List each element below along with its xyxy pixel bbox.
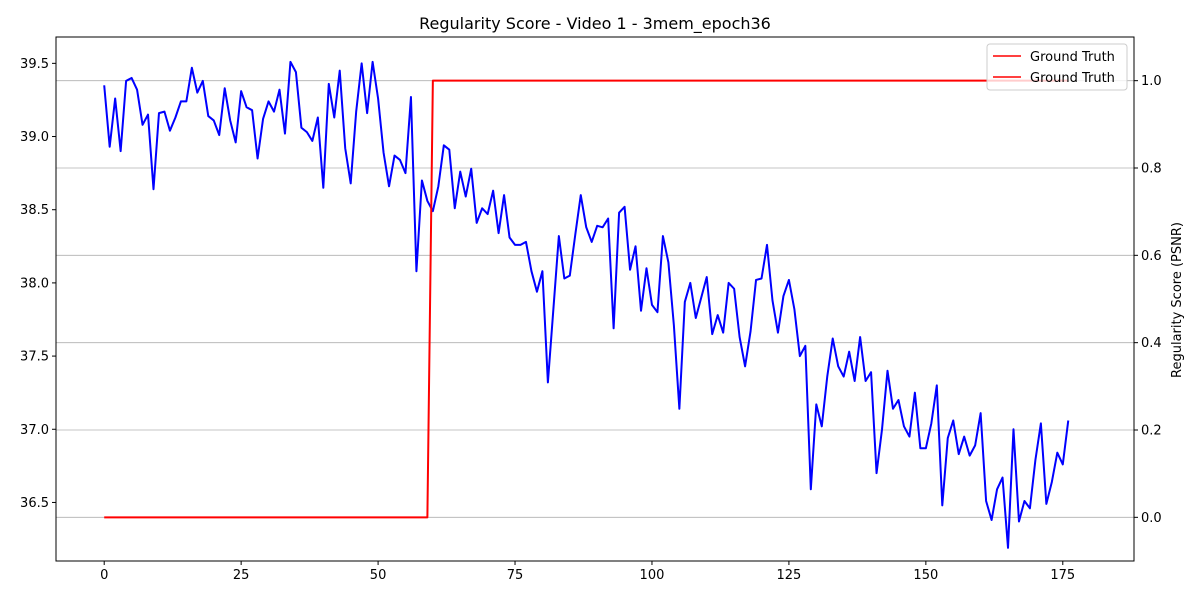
x-tick-label-2: 50 [370,568,387,583]
x-tick-label-7: 175 [1050,568,1075,583]
y-axis-left: 36.5 37.0 37.5 38.0 38.5 39.0 39.5 [20,57,56,511]
y-axis-right-label: Regularity Score (PSNR) [1170,222,1185,378]
legend-entry-1: Ground Truth [1030,50,1115,65]
plot-frame [55,36,1135,562]
y-right-tick-label-2: 0.4 [1141,336,1162,351]
x-axis: 0 25 50 75 100 125 150 175 [100,561,1075,583]
y-left-tick-label-2: 37.5 [20,350,49,365]
y-left-tick-label-0: 36.5 [20,496,49,511]
y-left-tick-label-4: 38.5 [20,203,49,218]
y-left-tick-label-6: 39.5 [20,57,49,72]
y-axis-right: 0.0 0.2 0.4 0.6 0.8 1.0 [1134,74,1162,526]
legend-entry-2: Ground Truth [1030,71,1115,86]
chart-title: Regularity Score - Video 1 - 3mem_epoch3… [419,14,771,34]
series-line-ground-truth [104,79,1069,519]
x-tick-label-5: 125 [776,568,801,583]
legend-box [986,43,1128,91]
x-tick-label-6: 150 [913,568,938,583]
y-right-tick-label-4: 0.8 [1141,162,1162,177]
series-line-regularity-score [103,60,1070,549]
y-right-tick-label-1: 0.2 [1141,424,1162,439]
y-left-tick-label-1: 37.0 [20,423,49,438]
x-tick-label-0: 0 [100,568,108,583]
series-group [103,60,1070,549]
legend: Ground Truth Ground Truth [986,43,1128,91]
y-left-tick-label-3: 38.0 [20,276,49,291]
x-tick-label-1: 25 [233,568,250,583]
y-right-tick-label-0: 0.0 [1141,511,1162,526]
y-right-tick-label-5: 1.0 [1141,74,1162,89]
y-right-tick-label-3: 0.6 [1141,249,1162,264]
x-tick-label-3: 75 [507,568,524,583]
y-left-tick-label-5: 39.0 [20,130,49,145]
x-tick-label-4: 100 [640,568,665,583]
